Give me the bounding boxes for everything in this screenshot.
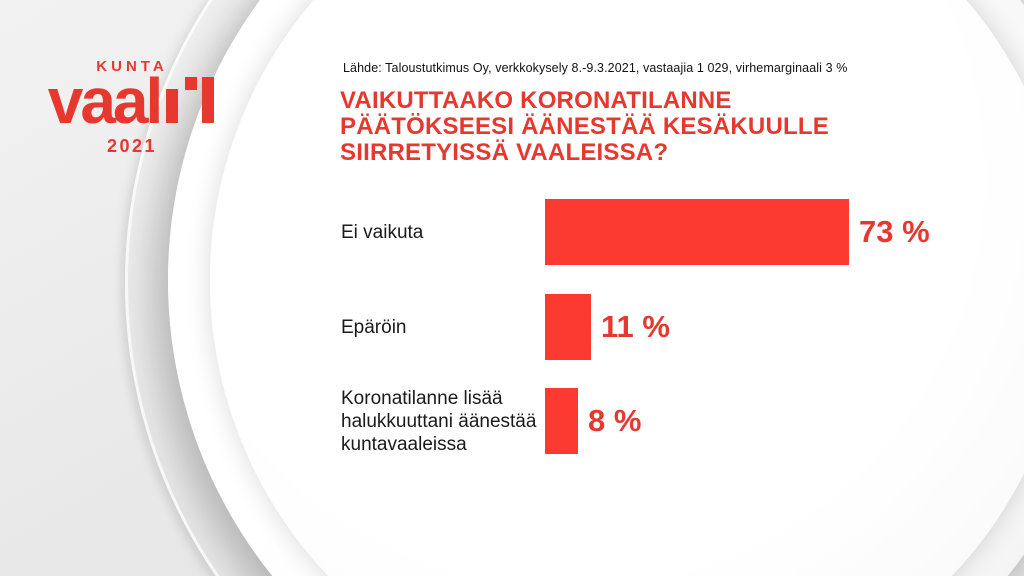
value-label: 73 %	[859, 214, 930, 249]
election-logo: KUNTA vaal 2021	[36, 58, 228, 157]
bar-row: Epäröin 11 %	[341, 294, 670, 360]
background-ring-outer	[125, 0, 1024, 576]
bar	[545, 294, 591, 360]
logo-year-text: 2021	[106, 135, 158, 156]
chart-title: VAIKUTTAAKO KORONATILANNE PÄÄTÖKSEESI ÄÄ…	[340, 88, 880, 166]
background-circle-main	[210, 0, 1024, 576]
logo-kunta-text: KUNTA	[96, 58, 168, 75]
bar	[545, 388, 578, 454]
bar-chart: Ei vaikuta 73 % Epäröin 11 % Koronatilan…	[341, 0, 1011, 576]
logo-letter-t-glyph	[185, 77, 216, 123]
value-label: 11 %	[601, 309, 670, 344]
logo-word-text: vaal	[47, 65, 164, 137]
category-label: Koronatilanne lisää halukkuuttani äänest…	[341, 387, 537, 455]
logo-letter-i-glyph	[166, 89, 179, 123]
chart-title-line: PÄÄTÖKSEESI ÄÄNESTÄÄ KESÄKUULLE	[340, 113, 829, 140]
category-label: Epäröin	[341, 316, 407, 338]
chart-title-line: VAIKUTTAAKO KORONATILANNE	[340, 87, 732, 114]
value-label: 8 %	[588, 403, 642, 438]
bar	[545, 199, 849, 265]
bar-row: Ei vaikuta 73 %	[341, 199, 930, 265]
chart-title-line: SIIRRETYISSÄ VAALEISSA?	[340, 139, 669, 166]
bar-row: Koronatilanne lisää halukkuuttani äänest…	[341, 387, 642, 455]
category-label: Ei vaikuta	[341, 221, 424, 243]
logo-vaalit-wordmark: vaal	[36, 69, 228, 133]
source-caption: Lähde: Taloustutkimus Oy, verkkokysely 8…	[343, 61, 848, 75]
